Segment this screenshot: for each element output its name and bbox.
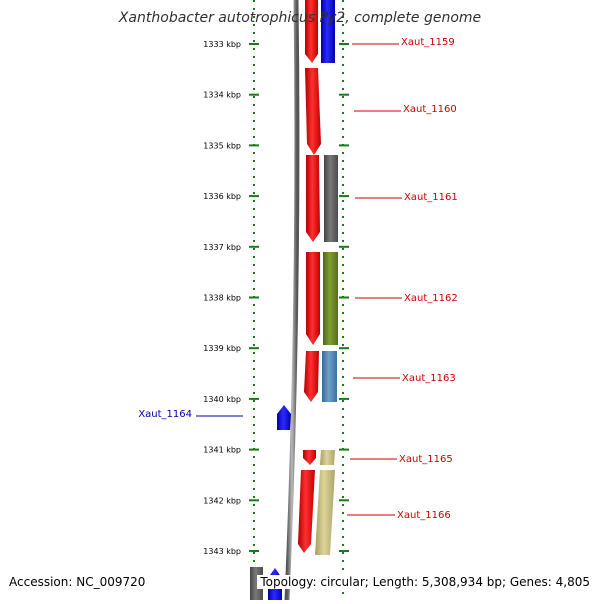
scale-label: 1338 kbp xyxy=(203,294,241,303)
cog-box-xaut-1159 xyxy=(321,0,335,63)
scale-label: 1342 kbp xyxy=(203,496,241,505)
accession-label: Accession: NC_009720 xyxy=(9,575,150,589)
gene-arrow-xaut-1163 xyxy=(304,351,319,402)
gene-arrow-xaut-1162 xyxy=(306,252,320,345)
gene-label-xaut-1163[interactable]: Xaut_1163 xyxy=(402,373,456,384)
genome-summary: Topology: circular; Length: 5,308,934 bp… xyxy=(257,575,590,589)
gene-labels: Xaut_1159 Xaut_1160 Xaut_1161 Xaut_1162 Xaut… xyxy=(138,37,457,521)
scale-label: 1339 kbp xyxy=(203,344,241,353)
gene-arrow-xaut-1159 xyxy=(305,0,318,63)
cog-box-xaut-1162 xyxy=(323,252,338,345)
gene-label-xaut-1159[interactable]: Xaut_1159 xyxy=(401,37,455,48)
gene-label-xaut-1164[interactable]: Xaut_1164 xyxy=(138,409,192,420)
genome-backbone xyxy=(284,0,300,601)
cog-box-xaut-1166 xyxy=(315,470,335,555)
gene-arrow-xaut-1166 xyxy=(298,470,315,553)
gene-label-xaut-1165[interactable]: Xaut_1165 xyxy=(399,454,453,465)
gene-label-xaut-1161[interactable]: Xaut_1161 xyxy=(404,192,458,203)
gene-label-xaut-1160[interactable]: Xaut_1160 xyxy=(403,104,457,115)
gene-arrow-xaut-1160 xyxy=(305,68,321,155)
scale-label: 1343 kbp xyxy=(203,547,241,556)
scale-label: 1336 kbp xyxy=(203,192,241,201)
cog-box-xaut-1161 xyxy=(324,155,338,242)
map-title: Xanthobacter autotrophicus Py2, complete… xyxy=(118,10,482,26)
scale-label: 1333 kbp xyxy=(203,40,241,49)
gene-arrow-xaut-1164 xyxy=(277,405,291,430)
gene-arrow-xaut-1161 xyxy=(306,155,320,242)
gene-arrow-xaut-1165 xyxy=(303,450,316,465)
scale-ticks xyxy=(249,43,349,552)
scale-label: 1340 kbp xyxy=(203,395,241,404)
gene-label-xaut-1162[interactable]: Xaut_1162 xyxy=(404,293,458,304)
scale-label: 1334 kbp xyxy=(203,91,241,100)
gene-label-xaut-1166[interactable]: Xaut_1166 xyxy=(397,510,451,521)
cog-box-xaut-1163 xyxy=(322,351,337,402)
scale-label: 1335 kbp xyxy=(203,141,241,150)
scale-label: 1341 kbp xyxy=(203,446,241,455)
scale-labels: 1333 kbp 1334 kbp 1335 kbp 1336 kbp 1337 kbp… xyxy=(203,40,241,556)
scale-label: 1337 kbp xyxy=(203,243,241,252)
cog-box-xaut-1165 xyxy=(320,450,335,465)
